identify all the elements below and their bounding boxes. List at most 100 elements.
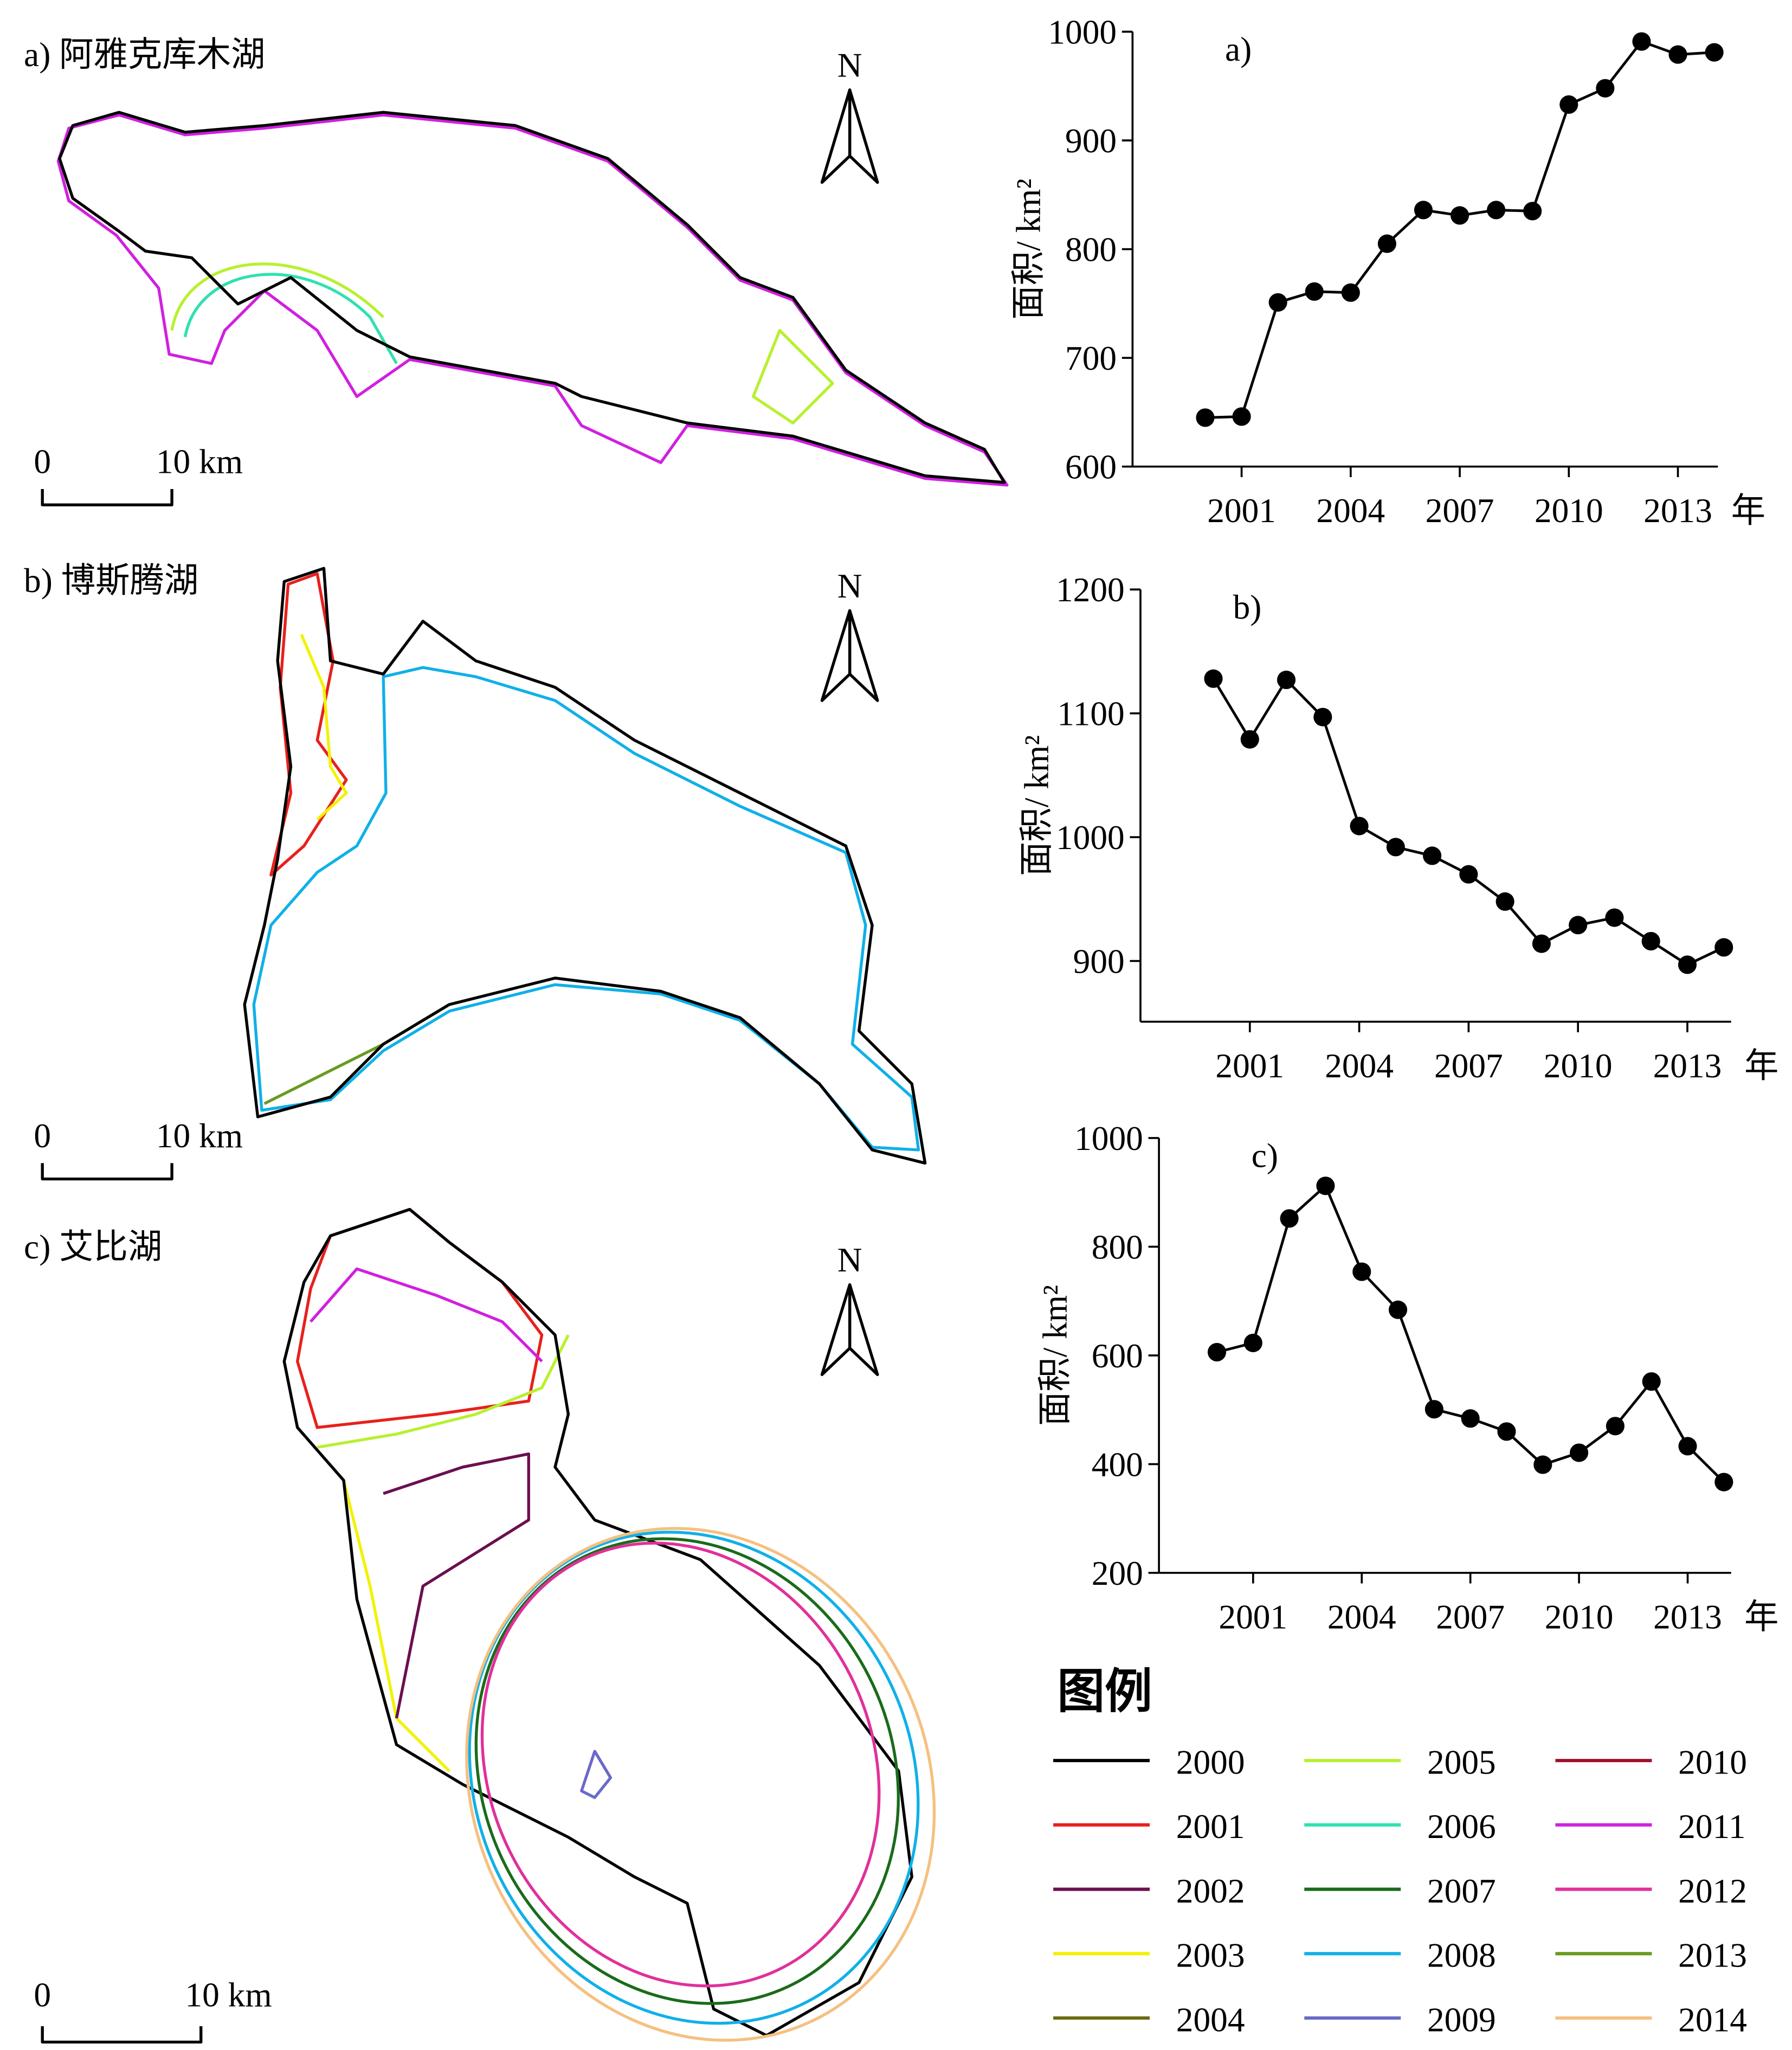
data-point [1523,202,1542,221]
y-tick-label: 900 [1065,122,1117,160]
x-tick-label: 2013 [1653,1047,1722,1085]
y-tick-label: 200 [1092,1554,1143,1592]
data-point [1313,708,1332,727]
data-point [1714,1473,1733,1492]
x-tick-label: 2010 [1535,492,1603,530]
data-point [1350,817,1369,836]
data-point [1570,1443,1589,1462]
data-point [1487,201,1506,220]
x-tick-label: 2013 [1653,1598,1722,1636]
y-tick-label: 700 [1065,339,1117,377]
scale-label: 0 [34,443,51,481]
data-point [1388,1300,1408,1319]
north-label: N [837,46,862,84]
legend-label: 2008 [1427,1937,1496,1975]
data-point [1352,1262,1371,1281]
north-arrow [820,609,852,702]
legend-label: 2011 [1678,1808,1745,1846]
legend-label: 2013 [1678,1937,1747,1975]
data-point [1414,201,1433,220]
y-tick-label: 1000 [1056,819,1125,857]
north-arrow [820,88,852,184]
x-tick-label: 2007 [1436,1598,1505,1636]
data-point [1277,670,1296,690]
data-point [1678,955,1697,974]
legend-label: 2000 [1176,1744,1245,1782]
legend-label: 2001 [1176,1808,1245,1846]
data-point [1668,45,1687,64]
legend-label: 2012 [1678,1872,1747,1910]
data-point [1496,892,1514,911]
north-arrow [848,1283,879,1376]
x-tick-label: 2010 [1545,1598,1614,1636]
data-point [1207,1342,1227,1361]
legend-label: 2004 [1176,2001,1245,2039]
legend-label: 2006 [1427,1808,1496,1846]
map-a: a) 阿雅克库木湖 N 0 10 km [24,36,1009,506]
y-tick-label: 1200 [1056,571,1125,609]
data-point [1243,1333,1262,1352]
data-point [1714,938,1733,957]
data-point [1268,293,1287,312]
y-tick-label: 900 [1073,942,1125,980]
scale-label: 10 km [185,1976,272,2014]
data-point [1423,846,1442,865]
data-point [1450,206,1469,225]
data-point [1424,1400,1443,1419]
x-tick-label: 2001 [1207,492,1276,530]
legend-label: 2007 [1427,1872,1496,1910]
data-point [1196,408,1215,427]
data-point [1705,43,1724,62]
x-tick-label: 2013 [1643,492,1712,530]
data-point [1461,1409,1480,1428]
y-axis-label: 面积/ km² [1010,178,1048,319]
y-axis-label: 面积/ km² [1036,1285,1074,1426]
y-tick-label: 600 [1065,448,1117,486]
legend-label: 2002 [1176,1872,1245,1910]
north-label: N [837,567,862,605]
scale-label: 10 km [156,1117,243,1155]
x-axis-label: 年 [1731,492,1765,530]
data-point [1641,931,1660,951]
map-title: b) 博斯腾湖 [24,562,198,600]
x-tick-label: 2007 [1426,492,1494,530]
data-point [1632,32,1651,51]
y-tick-label: 400 [1092,1445,1143,1483]
scale-label: 0 [34,1976,51,2014]
data-point [1605,908,1624,927]
data-point [1280,1209,1299,1228]
chart-title: a) [1225,30,1252,68]
data-point [1533,1455,1552,1474]
map-b: b) 博斯腾湖 N 0 10 km [24,562,927,1181]
data-line [1212,678,1725,967]
data-point [1204,669,1223,688]
y-tick-label: 600 [1092,1337,1143,1375]
map-title: c) 艾比湖 [24,1228,162,1266]
north-label: N [837,1241,862,1279]
north-arrow [848,609,879,702]
north-arrow [848,88,879,184]
y-tick-label: 800 [1092,1228,1143,1266]
y-tick-label: 1000 [1048,13,1117,51]
map-title: a) 阿雅克库木湖 [24,36,265,74]
x-tick-label: 2004 [1316,492,1385,530]
scale-label: 0 [34,1117,51,1155]
chart-title: c) [1252,1137,1278,1175]
scale-bar [41,2026,203,2044]
data-point [1606,1417,1625,1436]
scale-label: 10 km [156,443,243,481]
data-point [1596,79,1615,98]
data-point [1559,95,1578,114]
data-line [1205,40,1714,419]
scale-bar [41,1163,173,1181]
x-axis-label: 年 [1744,1598,1778,1636]
y-tick-label: 800 [1065,230,1117,268]
x-tick-label: 2004 [1325,1047,1394,1085]
data-point [1240,730,1259,749]
data-point [1678,1437,1697,1456]
legend-label: 2005 [1427,1744,1496,1782]
x-tick-label: 2001 [1219,1598,1287,1636]
data-point [1305,282,1324,301]
y-tick-label: 1000 [1074,1120,1143,1158]
data-point [1316,1177,1335,1196]
